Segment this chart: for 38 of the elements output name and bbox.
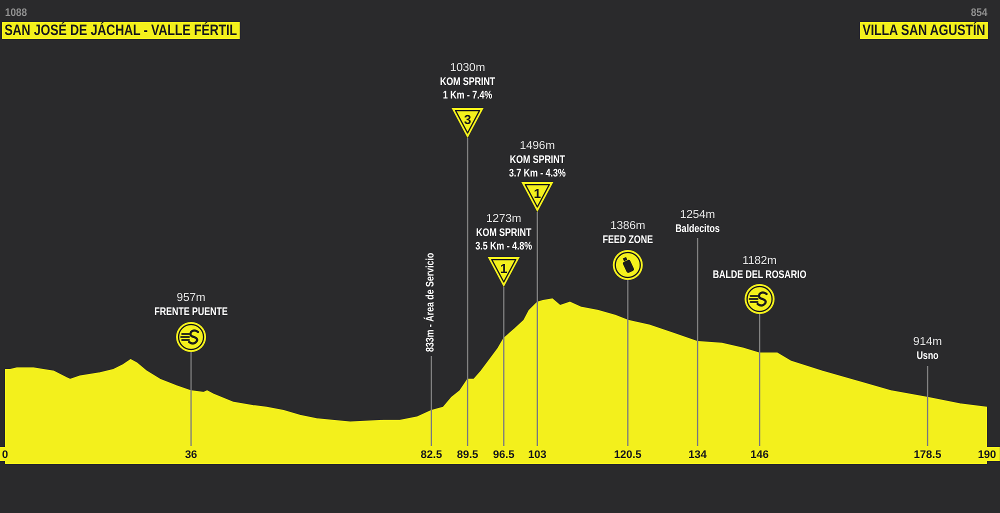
text: VILLA SAN AGUSTÍN bbox=[860, 22, 988, 39]
text: 1 bbox=[534, 186, 541, 200]
annotation: 833m - Área de Servicio bbox=[423, 252, 436, 352]
text: 1273m bbox=[486, 213, 522, 225]
text: 1030m bbox=[450, 62, 486, 74]
annotation: Usno bbox=[916, 349, 939, 362]
text: 1 bbox=[500, 260, 508, 276]
x-tick-label: 178.5 bbox=[914, 449, 942, 461]
text: SAN JOSÉ DE JÁCHAL - VALLE FÉRTIL bbox=[2, 22, 240, 39]
x-tick-label: 120.5 bbox=[614, 449, 642, 461]
text: 854 bbox=[970, 6, 987, 20]
text: KOM SPRINT bbox=[476, 226, 532, 239]
text: Baldecitos bbox=[675, 222, 720, 235]
x-tick-label: 134 bbox=[688, 449, 708, 461]
text: 1 Km - 7.4% bbox=[442, 88, 492, 102]
text: KOM SPRINT bbox=[440, 75, 496, 88]
text: 3 bbox=[464, 112, 472, 126]
x-tick-label: 190 bbox=[978, 449, 996, 461]
annotation: FRENTE PUENTE bbox=[154, 305, 228, 318]
x-tick-label: 36 bbox=[184, 449, 198, 461]
annotation: 914m bbox=[913, 336, 942, 348]
text: 1386m bbox=[610, 220, 646, 232]
x-tick-label: 146 bbox=[750, 449, 769, 461]
text: 1496m bbox=[520, 140, 555, 152]
x-tick-label: 82.5 bbox=[420, 449, 442, 461]
text: 3.7 Km - 4.3% bbox=[509, 166, 566, 180]
text: KOM SPRINT bbox=[510, 153, 565, 166]
x-tick-label: 0 bbox=[2, 449, 8, 461]
x-tick-label: 96.5 bbox=[493, 449, 514, 461]
text: FEED ZONE bbox=[602, 233, 654, 246]
text: 1088 bbox=[5, 6, 28, 20]
text: 1254m bbox=[680, 209, 716, 221]
x-tick-label: 89.5 bbox=[456, 449, 478, 461]
text: 3.5 Km - 4.8% bbox=[475, 240, 532, 252]
text: 1182m bbox=[742, 255, 777, 267]
text: BALDE DEL ROSARIO bbox=[712, 268, 807, 281]
x-tick-label: 103 bbox=[528, 449, 547, 461]
annotation: 957m bbox=[176, 292, 206, 304]
